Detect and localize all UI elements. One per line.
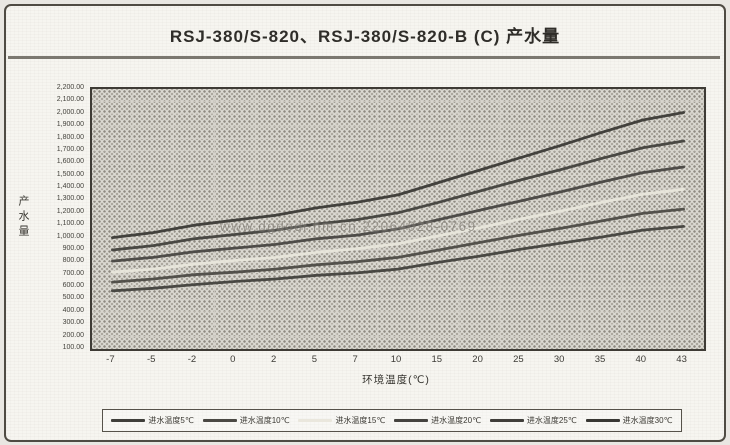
x-axis-title: 环境温度(℃) [362, 374, 430, 386]
series-line-进水温度30℃ [110, 111, 685, 240]
x-tick-label: 7 [352, 354, 358, 365]
y-axis-title: 产水量 [17, 194, 29, 240]
x-axis-ticks: -7 -5 -2 0 2 5 7 10 15 20 25 30 35 40 43 [90, 354, 702, 368]
legend-label: 进水温度15℃ [335, 416, 386, 425]
legend: 进水温度5℃ 进水温度10℃ 进水温度15℃ 进水温度20℃ 进水温度25℃ 进水温度30… [102, 409, 682, 432]
y-tick-label: 300.00 [62, 319, 84, 327]
x-tick-label: 10 [390, 354, 402, 365]
x-tick-label: -7 [106, 354, 115, 365]
x-tick-label: 25 [513, 354, 524, 365]
y-tick-label: 200.00 [62, 331, 84, 339]
scanned-page: RSJ-380/S-820、RSJ-380/S-820-B (C) 产水量 产水… [4, 4, 726, 442]
y-axis-ticks: 2,200.00 2,100.00 2,000.00 1,900.00 1,800.00… [32, 83, 86, 351]
x-tick-label: 40 [635, 354, 647, 365]
y-tick-label: 600.00 [62, 282, 84, 290]
legend-line-swatch [394, 419, 429, 422]
y-tick-label: 1,100.00 [56, 220, 84, 228]
legend-line-swatch [585, 419, 620, 422]
series-line-进水温度15℃ [110, 187, 685, 274]
y-tick-label: 2,000.00 [56, 108, 84, 116]
series-line-进水温度10℃ [110, 207, 685, 284]
legend-label: 进水温度20℃ [431, 416, 482, 425]
legend-label: 进水温度30℃ [622, 416, 673, 425]
y-tick-label: 1,000.00 [56, 232, 84, 240]
x-tick-label: 43 [676, 354, 687, 365]
legend-item: 进水温度30℃ [585, 415, 673, 426]
legend-line-swatch [298, 419, 333, 422]
legend-label: 进水温度5℃ [148, 416, 194, 425]
legend-item: 进水温度5℃ [111, 415, 194, 426]
legend-line-swatch [111, 419, 146, 422]
legend-item: 进水温度25℃ [489, 415, 577, 426]
y-tick-label: 1,700.00 [56, 145, 84, 153]
legend-line-swatch [489, 419, 524, 422]
y-tick-label: 1,300.00 [56, 195, 84, 203]
y-tick-label: 1,400.00 [56, 183, 84, 191]
y-tick-label: 1,500.00 [56, 170, 84, 178]
series-line-进水温度5℃ [110, 224, 685, 293]
chart-canvas [92, 89, 704, 349]
x-tick-label: 30 [553, 354, 565, 365]
legend-label: 进水温度10℃ [239, 416, 290, 425]
y-tick-label: 1,800.00 [56, 133, 84, 141]
plot-area: www.dgdodi.hm.cn 22064028-0769 [90, 87, 706, 351]
watermark: www.dgdodi.hm.cn 22064028-0769 [220, 219, 477, 234]
y-tick-label: 400.00 [62, 306, 84, 314]
legend-line-swatch [202, 419, 237, 422]
legend-label: 进水温度25℃ [526, 416, 577, 425]
x-tick-label: 35 [594, 354, 606, 365]
x-tick-label: 20 [472, 354, 483, 365]
legend-item: 进水温度10℃ [202, 415, 290, 426]
y-tick-label: 500.00 [62, 294, 84, 302]
series-line-进水温度25℃ [110, 139, 685, 252]
y-tick-label: 800.00 [62, 257, 84, 265]
y-tick-label: 2,200.00 [56, 84, 84, 91]
y-tick-label: 1,900.00 [56, 121, 84, 129]
legend-item: 进水温度15℃ [298, 415, 385, 426]
x-tick-label: 15 [431, 354, 443, 365]
x-tick-label: 0 [230, 354, 236, 365]
title-rule [8, 56, 720, 59]
x-tick-label: -2 [187, 354, 197, 365]
y-tick-label: 100.00 [62, 344, 84, 351]
chart-title: RSJ-380/S-820、RSJ-380/S-820-B (C) 产水量 [169, 27, 561, 46]
y-tick-label: 900.00 [62, 244, 84, 252]
y-tick-label: 700.00 [62, 269, 84, 277]
y-tick-label: 2,100.00 [56, 96, 84, 104]
x-tick-label: 5 [311, 354, 318, 365]
series-line-进水温度20℃ [110, 165, 685, 263]
legend-item: 进水温度20℃ [394, 415, 481, 426]
x-tick-label: -5 [146, 354, 156, 365]
y-tick-label: 1,200.00 [56, 207, 84, 215]
y-tick-label: 1,600.00 [56, 158, 84, 166]
x-tick-label: 2 [270, 354, 277, 365]
